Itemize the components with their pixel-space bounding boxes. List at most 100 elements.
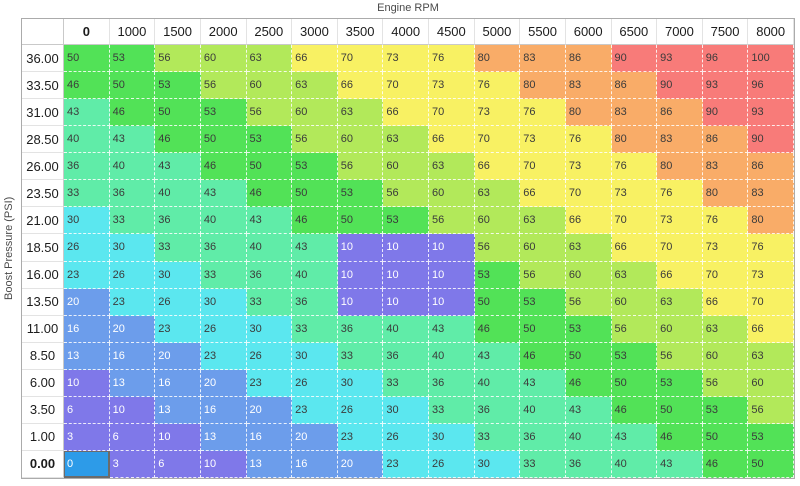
table-cell[interactable]: 66 [474, 153, 521, 181]
table-cell[interactable]: 63 [611, 261, 658, 289]
table-cell[interactable]: 76 [657, 180, 703, 208]
table-cell[interactable]: 86 [702, 126, 749, 154]
table-cell[interactable]: 46 [702, 450, 749, 478]
table-cell[interactable]: 60 [292, 99, 338, 127]
table-cell[interactable]: 70 [657, 234, 703, 262]
table-cell[interactable]: 10 [429, 234, 475, 262]
table-cell[interactable]: 30 [64, 207, 110, 235]
table-cell[interactable]: 50 [246, 153, 293, 181]
table-cell[interactable]: 33 [64, 180, 110, 208]
table-cell[interactable]: 53 [383, 207, 429, 235]
table-cell[interactable]: 80 [702, 180, 749, 208]
row-header[interactable]: 6.00 [22, 369, 64, 397]
table-cell[interactable]: 66 [520, 180, 566, 208]
table-cell[interactable]: 80 [657, 153, 703, 181]
table-cell[interactable]: 46 [109, 99, 156, 127]
table-cell[interactable]: 56 [246, 99, 293, 127]
table-cell[interactable]: 83 [520, 45, 566, 73]
table-cell[interactable]: 63 [383, 126, 429, 154]
table-cell[interactable]: 56 [200, 72, 247, 100]
table-cell[interactable]: 46 [155, 126, 201, 154]
table-cell[interactable]: 36 [337, 315, 384, 343]
table-cell[interactable]: 26 [337, 396, 384, 424]
table-cell[interactable]: 90 [611, 45, 658, 73]
column-header[interactable]: 8000 [748, 19, 794, 45]
table-cell[interactable]: 56 [520, 261, 566, 289]
table-cell[interactable]: 43 [109, 126, 156, 154]
table-cell[interactable]: 36 [474, 396, 521, 424]
table-cell[interactable]: 63 [657, 288, 703, 316]
table-cell[interactable]: 60 [383, 153, 429, 181]
table-cell[interactable]: 40 [520, 396, 566, 424]
table-cell[interactable]: 60 [520, 234, 566, 262]
table-cell[interactable]: 76 [748, 234, 794, 262]
table-cell[interactable]: 46 [200, 153, 247, 181]
table-cell[interactable]: 16 [292, 450, 338, 478]
table-cell[interactable]: 50 [748, 450, 794, 478]
table-cell[interactable]: 53 [109, 45, 156, 73]
table-cell[interactable]: 46 [292, 207, 338, 235]
table-cell[interactable]: 63 [748, 342, 794, 370]
table-cell[interactable]: 23 [64, 261, 110, 289]
table-cell[interactable]: 40 [292, 261, 338, 289]
table-cell[interactable]: 33 [109, 207, 156, 235]
table-cell[interactable]: 56 [155, 45, 201, 73]
table-cell[interactable]: 16 [246, 423, 293, 451]
table-cell[interactable]: 46 [520, 342, 566, 370]
table-cell[interactable]: 93 [657, 45, 703, 73]
table-cell[interactable]: 20 [337, 450, 384, 478]
table-cell[interactable]: 30 [155, 261, 201, 289]
table-cell[interactable]: 20 [292, 423, 338, 451]
table-cell[interactable]: 90 [748, 126, 794, 154]
table-cell[interactable]: 50 [565, 342, 612, 370]
row-header[interactable]: 0.00 [22, 450, 64, 478]
table-cell[interactable]: 36 [292, 288, 338, 316]
table-cell[interactable]: 33 [337, 342, 384, 370]
table-cell[interactable]: 30 [292, 342, 338, 370]
column-header[interactable]: 6500 [611, 19, 658, 45]
table-cell[interactable]: 80 [611, 126, 658, 154]
row-header[interactable]: 28.50 [22, 126, 64, 154]
table-cell[interactable]: 33 [155, 234, 201, 262]
table-cell[interactable]: 50 [109, 72, 156, 100]
table-cell[interactable]: 43 [64, 99, 110, 127]
row-header[interactable]: 18.50 [22, 234, 64, 262]
table-cell[interactable]: 20 [109, 315, 156, 343]
table-cell[interactable]: 23 [109, 288, 156, 316]
table-cell[interactable]: 53 [520, 288, 566, 316]
table-cell[interactable]: 90 [657, 72, 703, 100]
table-cell[interactable]: 60 [702, 342, 749, 370]
table-cell[interactable]: 53 [337, 180, 384, 208]
table-cell[interactable]: 50 [155, 99, 201, 127]
table-cell[interactable]: 50 [64, 45, 110, 73]
table-cell[interactable]: 36 [565, 450, 612, 478]
row-header[interactable]: 1.00 [22, 423, 64, 451]
table-cell[interactable]: 10 [64, 369, 110, 397]
table-cell[interactable]: 43 [155, 153, 201, 181]
table-cell[interactable]: 70 [429, 99, 475, 127]
row-header[interactable]: 11.00 [22, 315, 64, 343]
table-cell[interactable]: 56 [292, 126, 338, 154]
table-cell[interactable]: 63 [429, 153, 475, 181]
table-cell[interactable]: 26 [246, 342, 293, 370]
table-cell[interactable]: 36 [109, 180, 156, 208]
table-cell[interactable]: 83 [748, 180, 794, 208]
table-cell[interactable]: 80 [748, 207, 794, 235]
table-cell[interactable]: 70 [748, 288, 794, 316]
table-cell[interactable]: 6 [109, 423, 156, 451]
column-header[interactable]: 2000 [200, 19, 247, 45]
table-cell[interactable]: 53 [246, 126, 293, 154]
table-cell[interactable]: 23 [337, 423, 384, 451]
table-cell[interactable]: 53 [748, 423, 794, 451]
table-cell[interactable]: 60 [246, 72, 293, 100]
table-cell[interactable]: 10 [429, 288, 475, 316]
table-cell[interactable]: 66 [657, 261, 703, 289]
table-cell[interactable]: 70 [474, 126, 521, 154]
table-cell[interactable]: 36 [155, 207, 201, 235]
table-cell[interactable]: 50 [337, 207, 384, 235]
column-header[interactable]: 7000 [657, 19, 703, 45]
table-cell[interactable]: 70 [611, 207, 658, 235]
table-cell[interactable]: 10 [383, 234, 429, 262]
row-header[interactable]: 33.50 [22, 72, 64, 100]
table-cell[interactable]: 36 [520, 423, 566, 451]
